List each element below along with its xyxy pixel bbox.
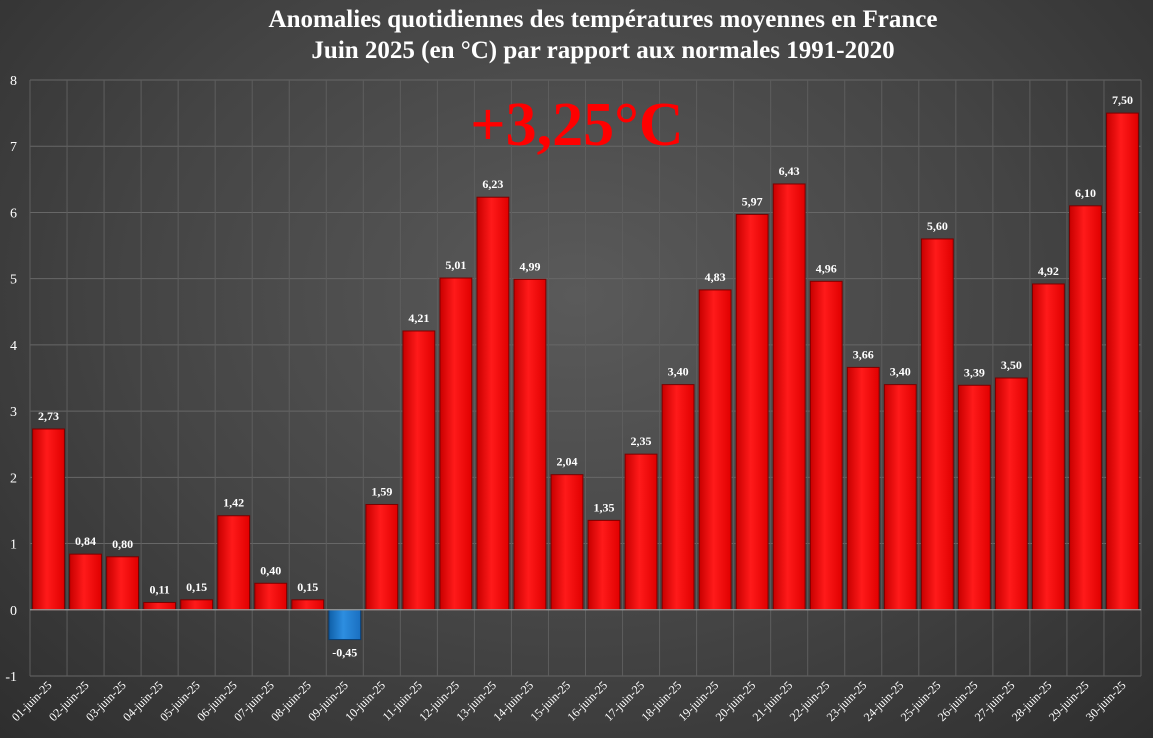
bar (143, 601, 177, 611)
data-label: 4,92 (1038, 264, 1059, 278)
data-label: 0,15 (186, 580, 207, 594)
data-label: 4,99 (519, 259, 540, 273)
y-tick-label: 8 (10, 74, 17, 89)
data-label: 0,11 (149, 582, 169, 596)
x-tick-label: 10-juin-25 (342, 678, 388, 724)
bar (402, 330, 436, 611)
y-axis-ticks: -1 0 1 2 3 4 5 6 7 8 (5, 74, 17, 685)
data-label: 6,43 (779, 164, 800, 178)
grid-lines (29, 79, 1142, 677)
bar (957, 384, 991, 611)
data-label: 0,80 (112, 537, 133, 551)
bar (735, 213, 769, 611)
data-label: 3,40 (890, 365, 911, 379)
chart-title-line-2: Juin 2025 (en °C) par rapport aux normal… (311, 37, 894, 64)
y-tick-label: 2 (10, 471, 17, 486)
y-tick-label: -1 (5, 670, 17, 685)
bar (772, 183, 806, 611)
bar (661, 384, 695, 611)
data-label: 4,21 (408, 311, 429, 325)
bar (69, 553, 102, 611)
data-label: 3,39 (964, 365, 985, 379)
data-label: 1,59 (371, 484, 392, 498)
bar (587, 519, 621, 611)
data-label: 1,42 (223, 496, 244, 510)
bar (328, 609, 362, 641)
data-label: 5,01 (445, 258, 466, 272)
bars-group (32, 112, 1139, 641)
bar (180, 599, 214, 611)
y-tick-label: 3 (10, 405, 17, 420)
data-label: 6,23 (482, 177, 503, 191)
bar (291, 599, 325, 611)
bar (439, 277, 473, 611)
data-label: 7,50 (1112, 93, 1133, 107)
data-label: 3,66 (853, 347, 874, 361)
data-label: 2,73 (38, 409, 59, 423)
data-label: 5,60 (927, 219, 948, 233)
y-tick-label: 7 (10, 140, 17, 155)
data-label: 2,04 (556, 455, 577, 469)
y-tick-label: 0 (10, 604, 17, 619)
data-label: 5,97 (742, 194, 763, 208)
bar (365, 503, 399, 611)
bar (32, 428, 65, 611)
bar (550, 474, 584, 611)
y-tick-label: 1 (10, 538, 17, 553)
y-tick-label: 5 (10, 273, 17, 288)
bar (1069, 205, 1102, 611)
bar (1106, 112, 1139, 611)
bar (809, 280, 843, 611)
data-label: 3,40 (668, 365, 689, 379)
data-label: 2,35 (631, 434, 652, 448)
bar (1031, 283, 1065, 611)
chart-title-line-1: Anomalies quotidiennes des températures … (269, 6, 938, 33)
bar (883, 384, 917, 611)
data-label: 0,15 (297, 580, 318, 594)
bar (513, 278, 547, 611)
data-label: 0,84 (75, 534, 96, 548)
bar (254, 582, 288, 611)
y-tick-label: 6 (10, 206, 17, 221)
data-label: 0,40 (260, 563, 281, 577)
monthly-mean-annotation: +3,25°C (470, 91, 683, 159)
bar (217, 515, 251, 611)
data-label: -0,45 (332, 646, 357, 660)
bar (698, 289, 732, 611)
data-label: 4,83 (705, 270, 726, 284)
data-labels-group: 2,73 0,84 0,80 0,11 0,15 1,42 0,40 0,15 -0,45 1,5… (38, 93, 1133, 659)
data-label: 3,50 (1001, 358, 1022, 372)
data-label: 4,96 (816, 261, 837, 275)
bar (846, 366, 880, 611)
y-tick-label: 4 (10, 339, 17, 354)
bar (994, 377, 1028, 611)
data-label: 1,35 (594, 500, 615, 514)
bar (476, 196, 510, 611)
x-tick-label: 30-juin-25 (1083, 678, 1129, 724)
bar (106, 556, 140, 611)
data-label: 6,10 (1075, 186, 1096, 200)
bar (624, 453, 658, 611)
bar (920, 238, 954, 611)
x-axis-ticks: 01-juin-2502-juin-2503-juin-2504-juin-25… (9, 678, 1129, 724)
